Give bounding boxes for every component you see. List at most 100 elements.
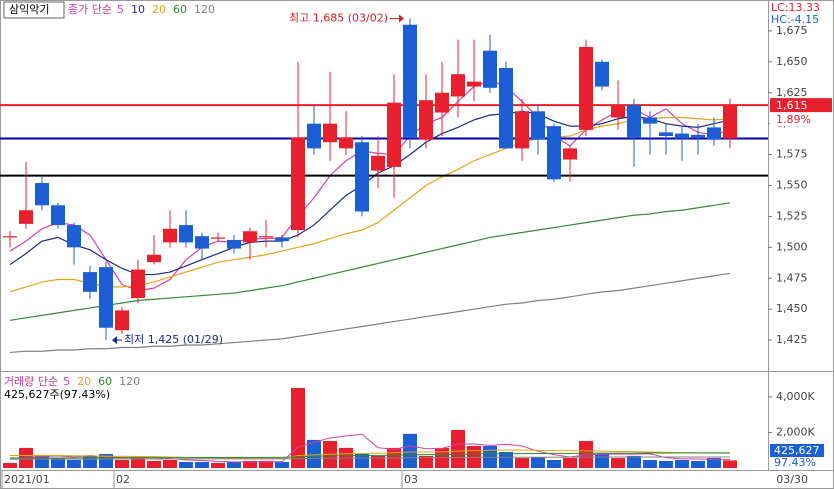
legend-entry: 60 [98,375,112,388]
y-tick-label: 1,575 [776,148,808,161]
volume-bar [627,455,641,468]
volume-ma-line [10,456,730,460]
candle-body [483,50,497,88]
candle-body [355,142,369,212]
volume-bar [691,460,705,468]
candle-body [611,105,625,118]
y-tick-label: 1,475 [776,271,808,284]
candle-body [35,183,49,206]
change-bg [770,113,810,127]
candle-body [99,267,113,328]
volume-bar [259,460,273,468]
y-tick-label: 1,550 [776,179,808,192]
candle-body [307,123,321,149]
candle-body [195,236,209,249]
candle-body [451,74,465,97]
volume-bar [707,458,721,468]
lc-label: LC:13.33 [771,1,820,14]
x-tick-label: 02 [116,473,130,486]
price-label-box [770,98,832,113]
y-tick-label: 1,650 [776,55,808,68]
candle-body [643,117,657,124]
candle-body [627,105,641,138]
volume-bar [451,429,465,468]
volume-bar [243,460,257,468]
candle-body [435,92,449,113]
candle-body [403,24,417,138]
volume-bar [355,453,369,468]
volume-bar [67,460,81,468]
candle-body [147,254,161,263]
candle-body [163,228,177,243]
legend-entry: 5 [63,375,70,388]
legend-label: 종가 단순 [68,3,112,16]
ma-line [9,116,731,293]
candle-body [51,205,65,226]
x-tick-label: 2021/01 [4,473,50,486]
candle-body [291,137,305,231]
volume-bar [227,461,241,468]
y-tick-label: 1,450 [776,302,808,315]
candle-body [387,102,401,167]
title-box [3,1,65,19]
legend-entry: 120 [194,3,215,16]
candle-body [579,46,593,130]
volume-bar [3,463,17,468]
volume-bar [291,388,305,468]
candle-body [83,272,97,292]
legend-entry: 20 [77,375,91,388]
candle-body [67,225,81,248]
annotation-arrowhead [399,14,404,23]
volume-bar [211,463,225,468]
y-tick-label: 1,425 [776,333,808,346]
ma-line [9,272,731,354]
annotation: 최고 1,685 (03/02) [289,12,388,25]
y-tick-label: 2,000K [776,425,815,438]
volume-bar [419,455,433,468]
candle-body [131,269,145,299]
legend-label: 거래량 단순 [4,375,58,388]
candle-body [595,61,609,87]
volume-ma-line [10,449,731,460]
volume-bar [643,460,657,468]
volume-bar [179,461,193,468]
candle-body [675,133,689,139]
volume-bar [147,460,161,468]
candle-body [371,155,385,171]
volume-last-box [770,444,824,457]
candle-body [19,210,33,224]
candle-body [707,127,721,140]
x-tick-label: 03/30 [776,473,808,486]
volume-bar [195,461,209,468]
candle-body [179,225,193,243]
legend-entry: 60 [173,3,187,16]
volume-bar [611,458,625,468]
volume-bar [115,460,129,468]
legend-entry: 5 [117,3,124,16]
volume-bar [675,460,689,468]
volume-bar [51,458,65,468]
legend-entry: 120 [119,375,140,388]
candle-body [499,68,513,149]
price-label: 1,615 [776,99,808,112]
candle-body [563,148,577,160]
y-tick-label: 1,675 [776,24,808,37]
volume-bar [307,439,321,468]
volume-bar [723,460,737,468]
candle-body [515,111,529,149]
ma-line [9,110,731,276]
volume-bar [163,460,177,468]
candle-body [723,105,737,139]
y-tick-label: 1,500 [776,240,808,253]
volume-bar [547,460,561,468]
chart-title: 삼익악기 [9,3,49,16]
candle-body [339,137,353,149]
change-label: 1.89% [776,113,811,126]
y-tick-label: 1,525 [776,209,808,222]
ma-line [9,202,731,321]
volume-bar [531,456,545,468]
candle-body [659,132,673,137]
annotation-arrowhead [112,336,117,345]
